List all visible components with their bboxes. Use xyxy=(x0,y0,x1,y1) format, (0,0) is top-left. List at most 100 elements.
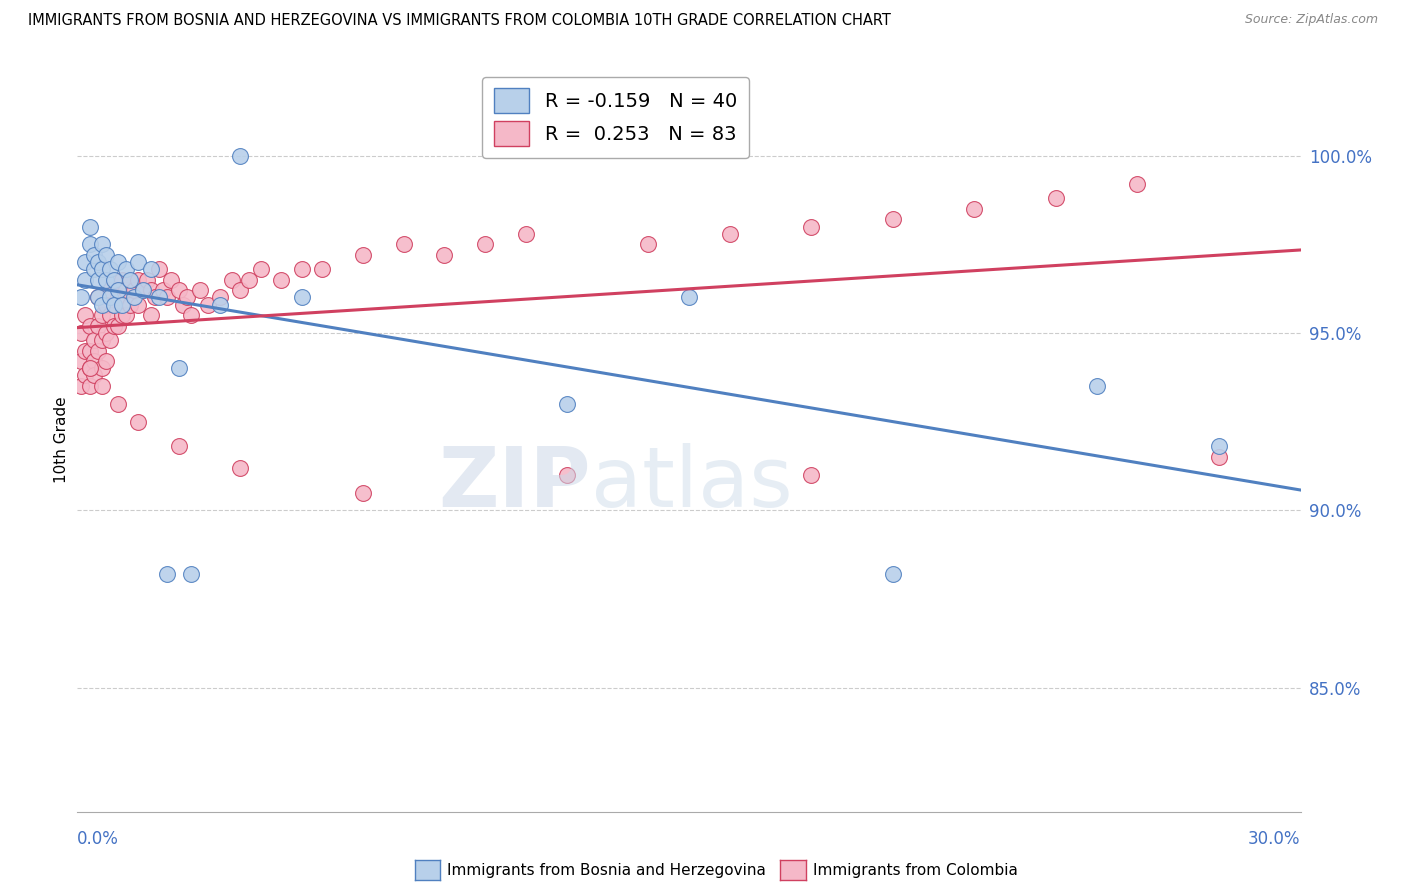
Point xyxy=(90,308,112,322)
Point xyxy=(94,273,117,287)
Point xyxy=(98,308,121,322)
Point xyxy=(180,308,202,322)
Point xyxy=(143,290,166,304)
Point xyxy=(291,290,314,304)
Point xyxy=(94,326,117,340)
Y-axis label: 10th Grade: 10th Grade xyxy=(53,396,69,483)
Point xyxy=(107,255,129,269)
Point xyxy=(79,379,101,393)
Point xyxy=(718,227,741,241)
Point xyxy=(515,227,537,241)
Point xyxy=(156,290,179,304)
Point xyxy=(111,308,134,322)
Point xyxy=(75,255,97,269)
Text: Immigrants from Bosnia and Herzegovina: Immigrants from Bosnia and Herzegovina xyxy=(447,863,766,878)
Point xyxy=(98,290,121,304)
Point xyxy=(75,368,97,383)
Point xyxy=(87,343,110,358)
Point xyxy=(103,297,125,311)
Point xyxy=(169,283,191,297)
Point xyxy=(139,262,162,277)
Point xyxy=(79,361,101,376)
Point xyxy=(79,343,101,358)
Text: IMMIGRANTS FROM BOSNIA AND HERZEGOVINA VS IMMIGRANTS FROM COLOMBIA 10TH GRADE CO: IMMIGRANTS FROM BOSNIA AND HERZEGOVINA V… xyxy=(28,13,891,29)
Point xyxy=(172,297,194,311)
Point xyxy=(103,297,125,311)
Point xyxy=(152,283,174,297)
Point xyxy=(79,219,101,234)
Legend: R = -0.159   N = 40, R =  0.253   N = 83: R = -0.159 N = 40, R = 0.253 N = 83 xyxy=(482,77,748,158)
Point xyxy=(103,273,125,287)
Point xyxy=(392,237,415,252)
Point xyxy=(800,467,823,482)
Point xyxy=(83,333,105,347)
Point xyxy=(124,290,146,304)
Point xyxy=(70,290,93,304)
Point xyxy=(87,290,110,304)
Point xyxy=(270,273,292,287)
Point xyxy=(156,567,179,582)
Point xyxy=(128,273,150,287)
Point xyxy=(352,248,374,262)
Point xyxy=(107,318,129,333)
Point xyxy=(120,273,142,287)
Text: atlas: atlas xyxy=(591,443,793,524)
Point xyxy=(79,237,101,252)
Point xyxy=(115,308,138,322)
Point xyxy=(139,283,162,297)
Point xyxy=(311,262,333,277)
Point xyxy=(90,237,112,252)
Text: ZIP: ZIP xyxy=(439,443,591,524)
Point xyxy=(128,297,150,311)
Point xyxy=(107,283,129,297)
Point xyxy=(188,283,211,297)
Point xyxy=(75,308,97,322)
Point xyxy=(180,567,202,582)
Point xyxy=(90,379,112,393)
Point xyxy=(87,290,110,304)
Point xyxy=(75,273,97,287)
Point xyxy=(169,361,191,376)
Point xyxy=(115,262,138,277)
Point xyxy=(87,255,110,269)
Point xyxy=(209,297,232,311)
Point xyxy=(221,273,243,287)
Point xyxy=(90,333,112,347)
Point xyxy=(433,248,456,262)
Point xyxy=(209,290,232,304)
Point xyxy=(131,283,153,297)
Point xyxy=(107,290,129,304)
Point xyxy=(1208,439,1230,453)
Point xyxy=(1045,191,1067,205)
Point xyxy=(128,255,150,269)
Point xyxy=(98,333,121,347)
Point xyxy=(131,283,153,297)
Point xyxy=(75,343,97,358)
Point xyxy=(139,308,162,322)
Point xyxy=(1126,177,1149,191)
Point xyxy=(229,148,252,162)
Point xyxy=(83,248,105,262)
Point xyxy=(352,485,374,500)
Point xyxy=(128,415,150,429)
Point xyxy=(87,318,110,333)
Point xyxy=(169,439,191,453)
Point xyxy=(229,283,252,297)
Point xyxy=(70,379,93,393)
Point xyxy=(111,297,134,311)
Point xyxy=(98,262,121,277)
Point xyxy=(197,297,219,311)
Point xyxy=(148,262,170,277)
Point xyxy=(176,290,198,304)
Text: 0.0%: 0.0% xyxy=(77,830,120,848)
Point xyxy=(111,273,134,287)
Point xyxy=(83,354,105,368)
Point xyxy=(87,273,110,287)
Point xyxy=(94,354,117,368)
Point xyxy=(238,273,260,287)
Point xyxy=(90,361,112,376)
Point xyxy=(135,273,157,287)
Point xyxy=(637,237,659,252)
Point xyxy=(882,567,904,582)
Point xyxy=(1085,379,1108,393)
